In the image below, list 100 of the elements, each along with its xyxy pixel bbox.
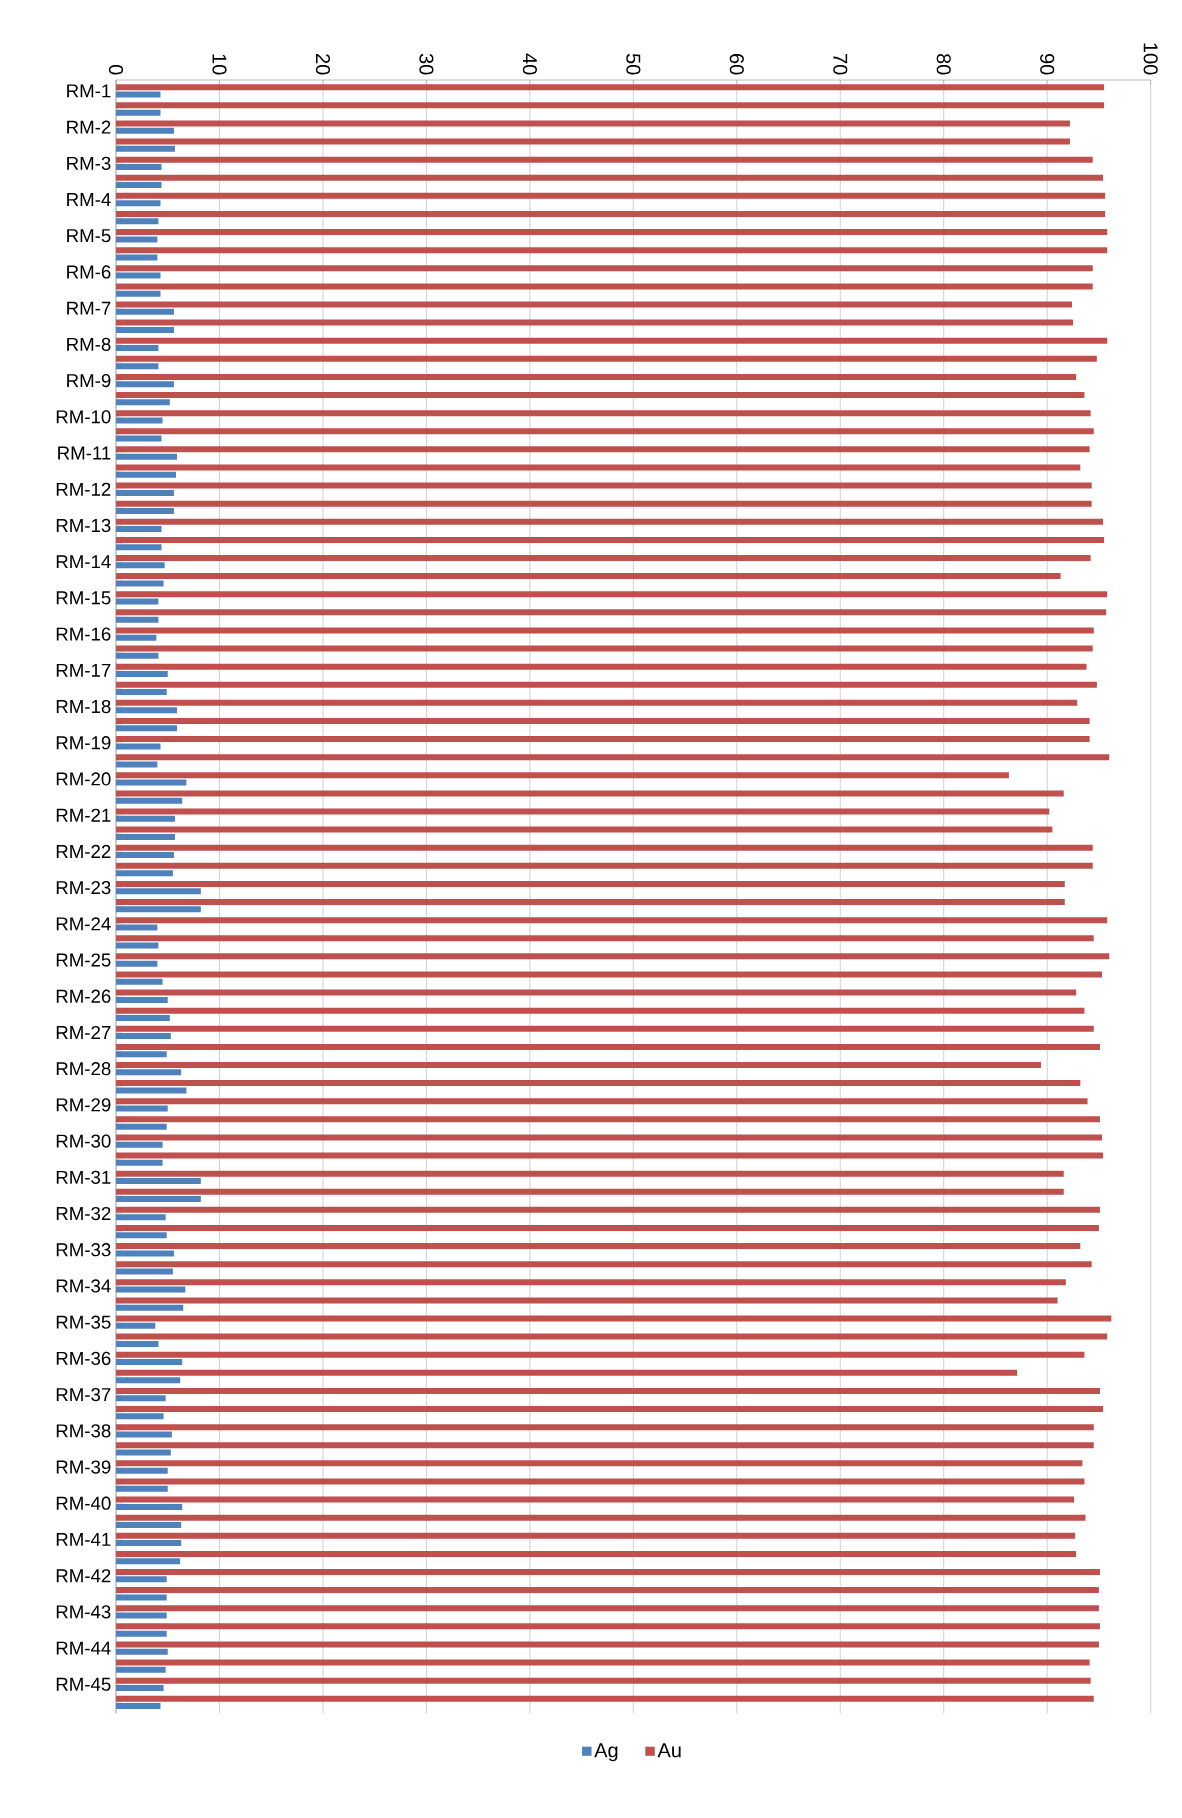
bar [116, 1061, 1041, 1068]
bar [116, 1170, 1064, 1177]
bar [116, 725, 178, 732]
bar [116, 1087, 187, 1094]
bar [116, 1612, 167, 1619]
y-tick-label: RM-10 [56, 410, 111, 424]
bar [116, 326, 174, 333]
y-tick-label: RM-1 [67, 84, 111, 98]
x-tick-label: 100 [1143, 43, 1158, 75]
bar [116, 337, 1108, 344]
x-tick-label: 30 [419, 53, 434, 75]
bar [116, 1413, 164, 1420]
bar [116, 1268, 173, 1275]
bar [116, 1141, 163, 1148]
y-tick-label: RM-4 [67, 193, 111, 206]
bar [116, 290, 161, 297]
bar [116, 1576, 167, 1583]
bar [116, 634, 157, 641]
bar [116, 953, 1110, 960]
bar [116, 1159, 163, 1166]
y-tick-label: RM-30 [56, 1134, 111, 1148]
bar [116, 1297, 1058, 1304]
y-tick-label: RM-2 [67, 120, 111, 134]
bar [116, 1214, 166, 1221]
bar [116, 417, 163, 424]
bar [116, 345, 159, 352]
bar [116, 1467, 168, 1474]
bar [116, 899, 1065, 906]
bar [116, 1522, 182, 1528]
bar [116, 1080, 1081, 1087]
bar [116, 888, 201, 895]
bar [116, 210, 1106, 217]
bar [116, 772, 1009, 779]
bar [116, 1152, 1104, 1159]
bar [116, 526, 162, 533]
bar [116, 616, 159, 623]
bar [116, 870, 173, 877]
bar [116, 1424, 1094, 1431]
y-tick-label: RM-26 [56, 989, 111, 1003]
bar [116, 471, 177, 478]
bar [116, 200, 161, 207]
y-tick-label: RM-17 [56, 663, 111, 677]
y-tick-label: RM-12 [56, 482, 111, 496]
y-tick-label: RM-34 [56, 1279, 111, 1293]
bar [116, 580, 164, 587]
bar [116, 852, 174, 859]
bar [116, 120, 1070, 127]
bar [116, 1449, 171, 1456]
bar [116, 163, 162, 170]
x-tick-label: 50 [626, 53, 641, 75]
bar [116, 544, 162, 551]
bar [116, 254, 158, 261]
bar [116, 663, 1087, 670]
bar [116, 192, 1106, 199]
y-tick-label: RM-31 [56, 1170, 111, 1184]
bar [116, 699, 1078, 706]
bar [116, 236, 158, 243]
bar [116, 1134, 1103, 1141]
bar [116, 1630, 167, 1637]
bar [116, 1351, 1085, 1358]
bar [116, 971, 1103, 978]
bar [116, 917, 1108, 924]
bar [116, 381, 174, 388]
bar [116, 1359, 183, 1366]
bar [116, 1568, 1100, 1575]
y-tick-label: RM-22 [56, 844, 111, 858]
bar [116, 1015, 170, 1022]
bar [116, 1069, 182, 1076]
bar [116, 1605, 1099, 1612]
bar [116, 1540, 182, 1547]
bar [116, 1206, 1100, 1213]
bar [116, 573, 1061, 580]
bar [116, 681, 1097, 688]
y-tick-label: RM-7 [67, 301, 111, 315]
bar [116, 1315, 1112, 1322]
x-tick-label: 10 [212, 54, 227, 75]
y-tick-label: RM-11 [58, 446, 111, 460]
x-tick-label: 80 [936, 53, 951, 75]
bar [116, 862, 1093, 869]
bar [116, 1659, 1090, 1666]
y-tick-label: RM-36 [56, 1351, 111, 1365]
bar [116, 555, 1091, 561]
bar [116, 319, 1074, 326]
bar [116, 1558, 181, 1565]
bar [116, 218, 159, 225]
bar [116, 1594, 167, 1601]
bar [116, 989, 1077, 996]
bar [116, 373, 1077, 380]
x-tick-label: 70 [833, 54, 848, 75]
x-tick-label: 0 [108, 64, 124, 75]
bar [116, 1666, 166, 1673]
y-tick-label: RM-29 [56, 1098, 111, 1112]
bar [116, 127, 174, 134]
bar [116, 591, 1108, 598]
bar [116, 761, 158, 768]
bar [116, 1098, 1088, 1105]
bar [116, 156, 1093, 163]
bar [116, 1550, 1077, 1557]
bar [116, 1377, 181, 1384]
bar [116, 182, 162, 189]
